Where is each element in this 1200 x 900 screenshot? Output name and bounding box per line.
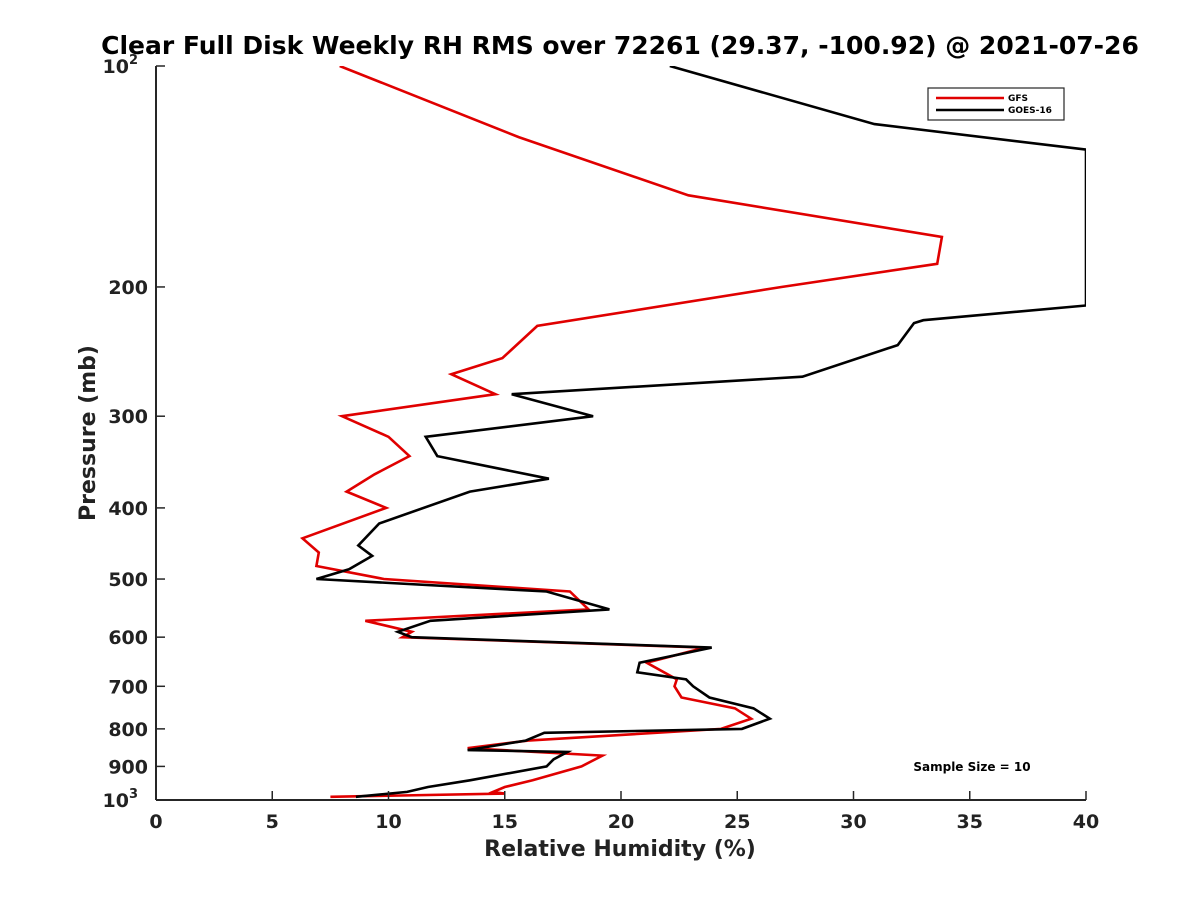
y-tick-label: 200 [108, 277, 148, 299]
y-tick-label: 103 [103, 787, 139, 812]
y-axis-label: Pressure (mb) [76, 345, 101, 521]
x-tick-label: 35 [957, 811, 983, 833]
x-axis-label: Relative Humidity (%) [484, 837, 756, 862]
x-tick-label: 10 [375, 811, 401, 833]
series-line-goes16 [316, 66, 1086, 799]
y-tick-label: 700 [108, 676, 148, 698]
series-layer [299, 66, 1086, 799]
sample-size-annotation: Sample Size = 10 [913, 760, 1030, 774]
x-tick-label: 30 [840, 811, 866, 833]
y-tick-label: 500 [108, 569, 148, 591]
x-tick-label: 25 [724, 811, 750, 833]
x-tick-label: 0 [149, 811, 162, 833]
x-ticks: 0 5 10 15 20 25 30 35 40 [149, 791, 1099, 833]
x-tick-label: 5 [266, 811, 279, 833]
y-tick-label: 102 [103, 53, 139, 78]
x-tick-label: 15 [492, 811, 518, 833]
y-tick-exponent: 3 [129, 787, 138, 802]
chart-title: Clear Full Disk Weekly RH RMS over 72261… [101, 31, 1139, 60]
plot-area: 0 5 10 15 20 25 30 35 40 102 200 300 400 500 600 700 80… [103, 53, 1100, 833]
y-tick-label: 400 [108, 498, 148, 520]
y-tick-label: 900 [108, 756, 148, 778]
legend-label-goes16: GOES-16 [1008, 106, 1052, 116]
legend-box [927, 87, 1065, 121]
x-tick-label: 40 [1073, 811, 1099, 833]
y-tick-exponent: 2 [129, 53, 138, 68]
x-tick-label: 20 [608, 811, 634, 833]
y-tick-label: 800 [108, 719, 148, 741]
legend-label-gfs: GFS [1008, 94, 1028, 104]
y-tick-label: 600 [108, 627, 148, 649]
y-ticks: 102 200 300 400 500 600 700 800 900 103 [103, 53, 165, 812]
legend: GFS GOES-16 [927, 87, 1065, 121]
y-tick-label: 300 [108, 406, 148, 428]
